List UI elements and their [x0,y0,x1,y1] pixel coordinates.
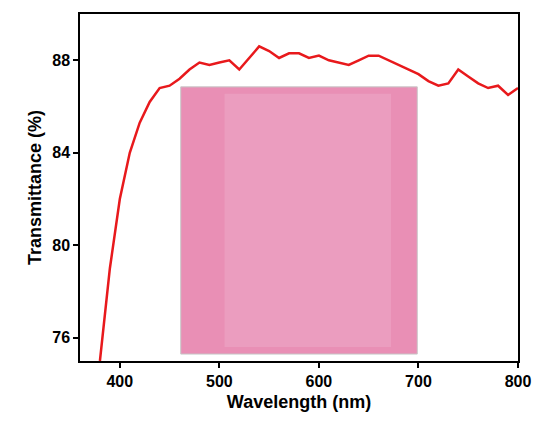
svg-text:88: 88 [52,52,70,69]
svg-text:Wavelength (nm): Wavelength (nm) [227,392,371,412]
svg-text:600: 600 [306,373,333,390]
svg-text:84: 84 [52,144,70,161]
svg-text:76: 76 [52,329,70,346]
svg-text:80: 80 [52,237,70,254]
svg-text:800: 800 [505,373,532,390]
svg-text:400: 400 [106,373,133,390]
svg-text:700: 700 [405,373,432,390]
svg-text:Transmittance (%): Transmittance (%) [25,110,45,265]
svg-text:500: 500 [206,373,233,390]
